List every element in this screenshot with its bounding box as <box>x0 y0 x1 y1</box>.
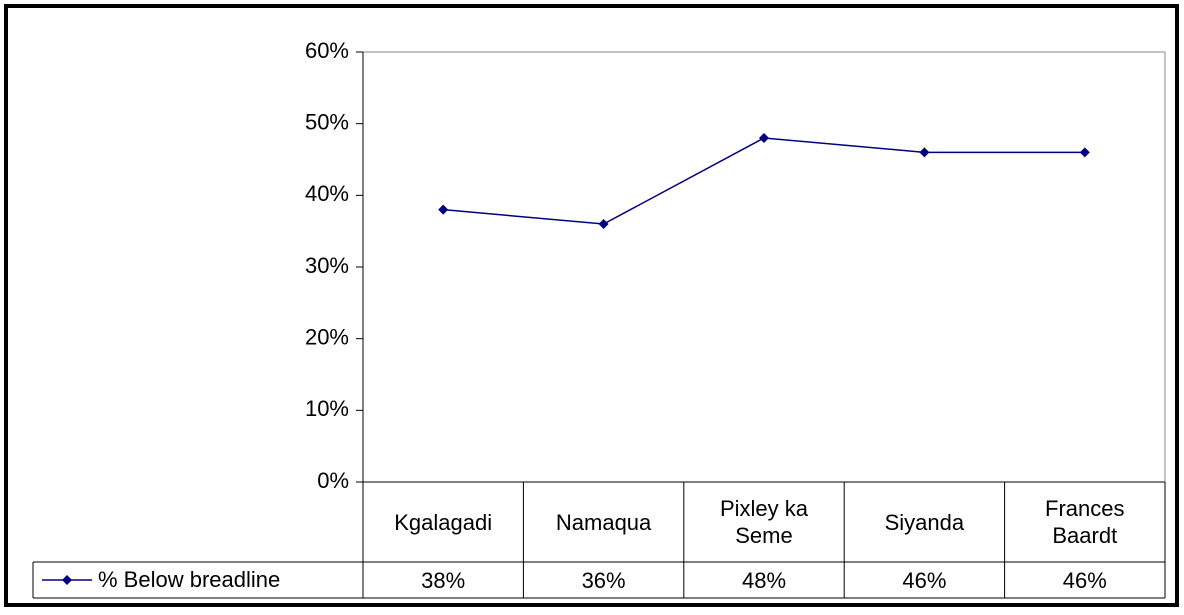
data-point <box>919 147 930 158</box>
y-tick-label: 10% <box>305 396 349 421</box>
data-label: 46% <box>902 567 947 593</box>
data-label: 38% <box>421 567 466 593</box>
category-label: Namaqua <box>555 509 652 535</box>
data-point <box>598 219 609 229</box>
y-tick-label: 50% <box>305 109 349 134</box>
y-tick-label: 60% <box>305 38 349 63</box>
data-label: 46% <box>1062 567 1107 593</box>
series-line <box>443 137 1085 225</box>
data-point <box>438 204 449 215</box>
y-tick-label: 0% <box>317 468 349 493</box>
frame <box>4 4 1179 607</box>
data-point <box>759 133 769 143</box>
legend-label: % Below breadline <box>98 567 280 592</box>
category-label: Siyanda <box>884 509 965 535</box>
y-tick-label: 30% <box>305 253 349 278</box>
category-label: Pixley ka Seme <box>719 496 809 548</box>
data-point <box>1079 147 1090 158</box>
legend-marker <box>62 575 72 585</box>
data-label: 36% <box>581 567 626 593</box>
category-label: Kgalagadi <box>394 509 493 535</box>
category-label: Frances Baardt <box>1045 496 1125 548</box>
data-label: 48% <box>741 567 787 593</box>
y-tick-label: 40% <box>305 181 349 206</box>
y-tick-label: 20% <box>305 324 349 349</box>
